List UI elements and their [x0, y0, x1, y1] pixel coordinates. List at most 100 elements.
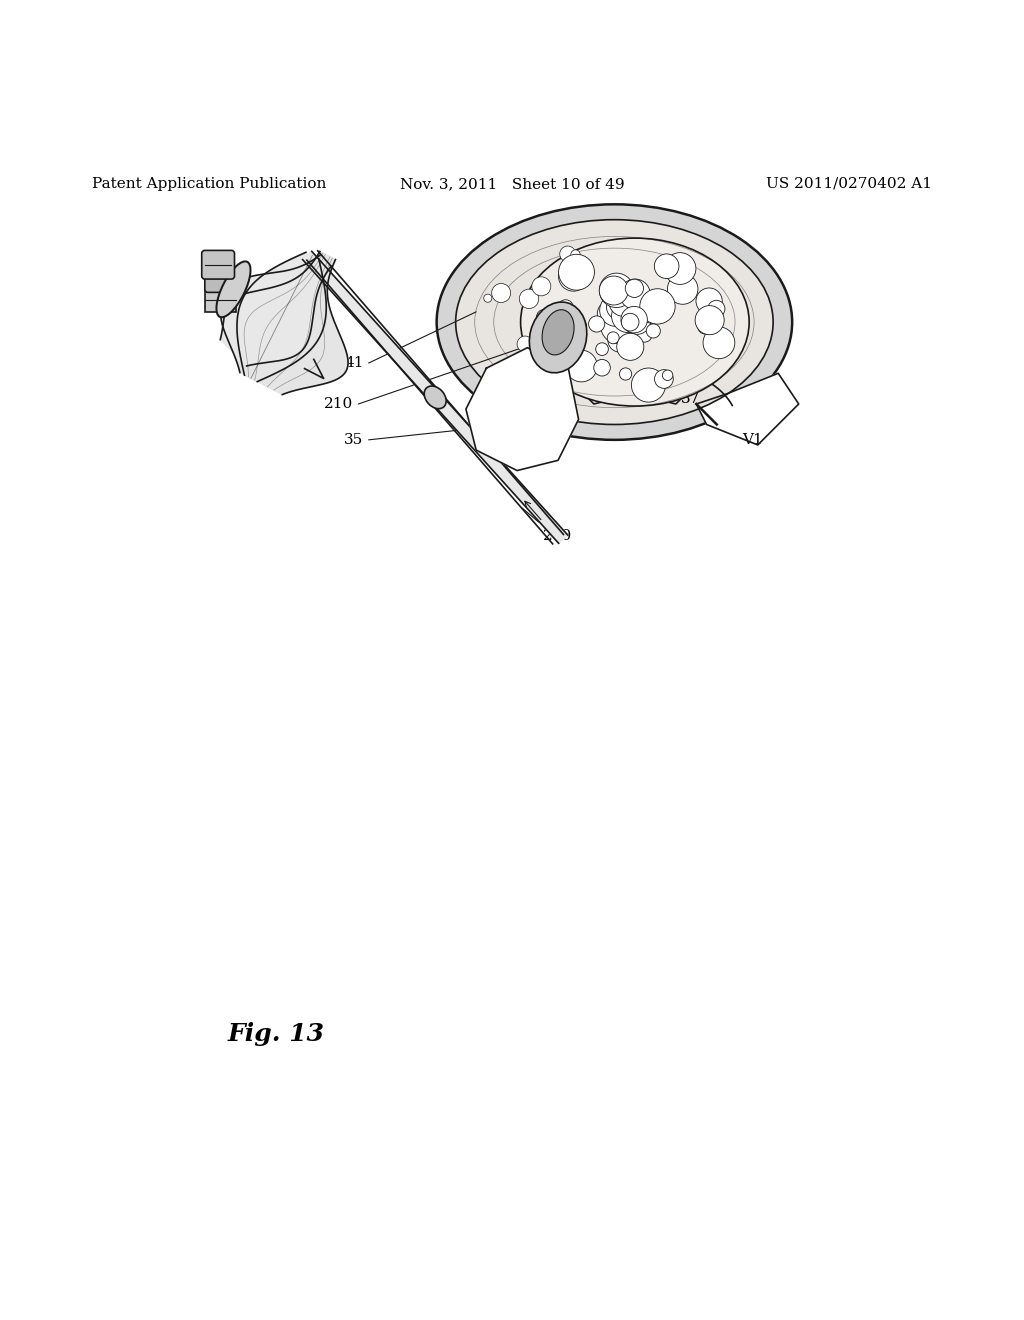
Circle shape	[609, 286, 639, 317]
Circle shape	[617, 301, 646, 330]
Circle shape	[558, 300, 573, 315]
Ellipse shape	[542, 310, 574, 355]
Circle shape	[528, 368, 542, 381]
FancyBboxPatch shape	[202, 251, 234, 279]
Circle shape	[517, 337, 534, 352]
Polygon shape	[221, 252, 348, 395]
Circle shape	[599, 273, 634, 308]
Circle shape	[558, 261, 588, 292]
Circle shape	[519, 289, 539, 309]
Circle shape	[695, 306, 724, 335]
Circle shape	[640, 301, 662, 323]
Circle shape	[570, 249, 581, 259]
Text: Patent Application Publication: Patent Application Publication	[92, 177, 327, 191]
Circle shape	[537, 380, 552, 396]
Text: 35: 35	[344, 433, 364, 447]
Polygon shape	[471, 384, 573, 445]
Circle shape	[492, 284, 511, 302]
Circle shape	[597, 301, 624, 327]
Circle shape	[483, 294, 492, 302]
Text: 200: 200	[543, 529, 572, 543]
Circle shape	[627, 310, 646, 329]
Circle shape	[612, 308, 636, 331]
Circle shape	[537, 309, 553, 326]
Bar	[205, 286, 236, 312]
Circle shape	[696, 288, 722, 314]
Circle shape	[616, 323, 629, 335]
Circle shape	[663, 370, 673, 380]
Circle shape	[668, 273, 698, 305]
Circle shape	[594, 359, 610, 376]
Circle shape	[570, 356, 594, 379]
Circle shape	[616, 305, 652, 342]
Ellipse shape	[436, 205, 793, 440]
Circle shape	[589, 315, 605, 333]
Circle shape	[708, 300, 725, 317]
Circle shape	[599, 276, 629, 305]
Circle shape	[607, 331, 620, 343]
Circle shape	[676, 273, 687, 286]
Circle shape	[606, 294, 631, 319]
Polygon shape	[696, 374, 799, 445]
Circle shape	[558, 330, 581, 354]
Polygon shape	[466, 347, 579, 470]
Text: 37: 37	[681, 392, 700, 405]
Circle shape	[642, 297, 663, 317]
Circle shape	[626, 280, 643, 297]
FancyBboxPatch shape	[205, 271, 236, 293]
Circle shape	[591, 321, 601, 331]
Circle shape	[611, 300, 645, 333]
Circle shape	[560, 246, 575, 261]
Polygon shape	[220, 255, 331, 366]
Circle shape	[549, 367, 564, 381]
Circle shape	[634, 292, 658, 315]
Circle shape	[620, 279, 650, 309]
Circle shape	[624, 308, 650, 334]
Text: Fig. 13: Fig. 13	[228, 1022, 325, 1045]
Circle shape	[665, 252, 696, 284]
Circle shape	[632, 368, 666, 403]
Circle shape	[646, 323, 660, 338]
Circle shape	[616, 321, 631, 335]
Circle shape	[697, 318, 714, 334]
Ellipse shape	[424, 385, 446, 409]
Circle shape	[637, 327, 652, 342]
Circle shape	[620, 368, 632, 380]
Circle shape	[703, 327, 735, 359]
Circle shape	[654, 370, 673, 388]
Circle shape	[542, 367, 551, 376]
Circle shape	[622, 313, 639, 331]
Ellipse shape	[529, 302, 587, 372]
Polygon shape	[614, 292, 655, 393]
Circle shape	[596, 343, 608, 355]
Text: V1: V1	[742, 433, 763, 447]
Polygon shape	[237, 252, 327, 381]
Text: 41: 41	[344, 356, 364, 370]
Circle shape	[546, 380, 557, 392]
Circle shape	[531, 277, 551, 296]
Circle shape	[621, 306, 647, 333]
Circle shape	[640, 289, 675, 325]
Circle shape	[558, 255, 595, 290]
Text: Nov. 3, 2011   Sheet 10 of 49: Nov. 3, 2011 Sheet 10 of 49	[399, 177, 625, 191]
Text: US 2011/0270402 A1: US 2011/0270402 A1	[766, 177, 932, 191]
Circle shape	[600, 294, 632, 326]
Circle shape	[608, 329, 632, 352]
Ellipse shape	[520, 238, 750, 407]
Ellipse shape	[216, 261, 251, 317]
Text: D1: D1	[720, 305, 741, 319]
Polygon shape	[563, 343, 604, 393]
Circle shape	[559, 352, 572, 364]
FancyBboxPatch shape	[676, 322, 717, 374]
Ellipse shape	[456, 219, 773, 425]
Circle shape	[616, 333, 644, 360]
Circle shape	[601, 308, 637, 343]
Circle shape	[654, 253, 679, 279]
Polygon shape	[666, 343, 707, 393]
Circle shape	[565, 350, 597, 381]
Text: 210: 210	[324, 397, 353, 411]
Polygon shape	[303, 251, 567, 544]
FancyBboxPatch shape	[553, 327, 594, 379]
Circle shape	[627, 308, 645, 326]
Circle shape	[575, 319, 587, 331]
